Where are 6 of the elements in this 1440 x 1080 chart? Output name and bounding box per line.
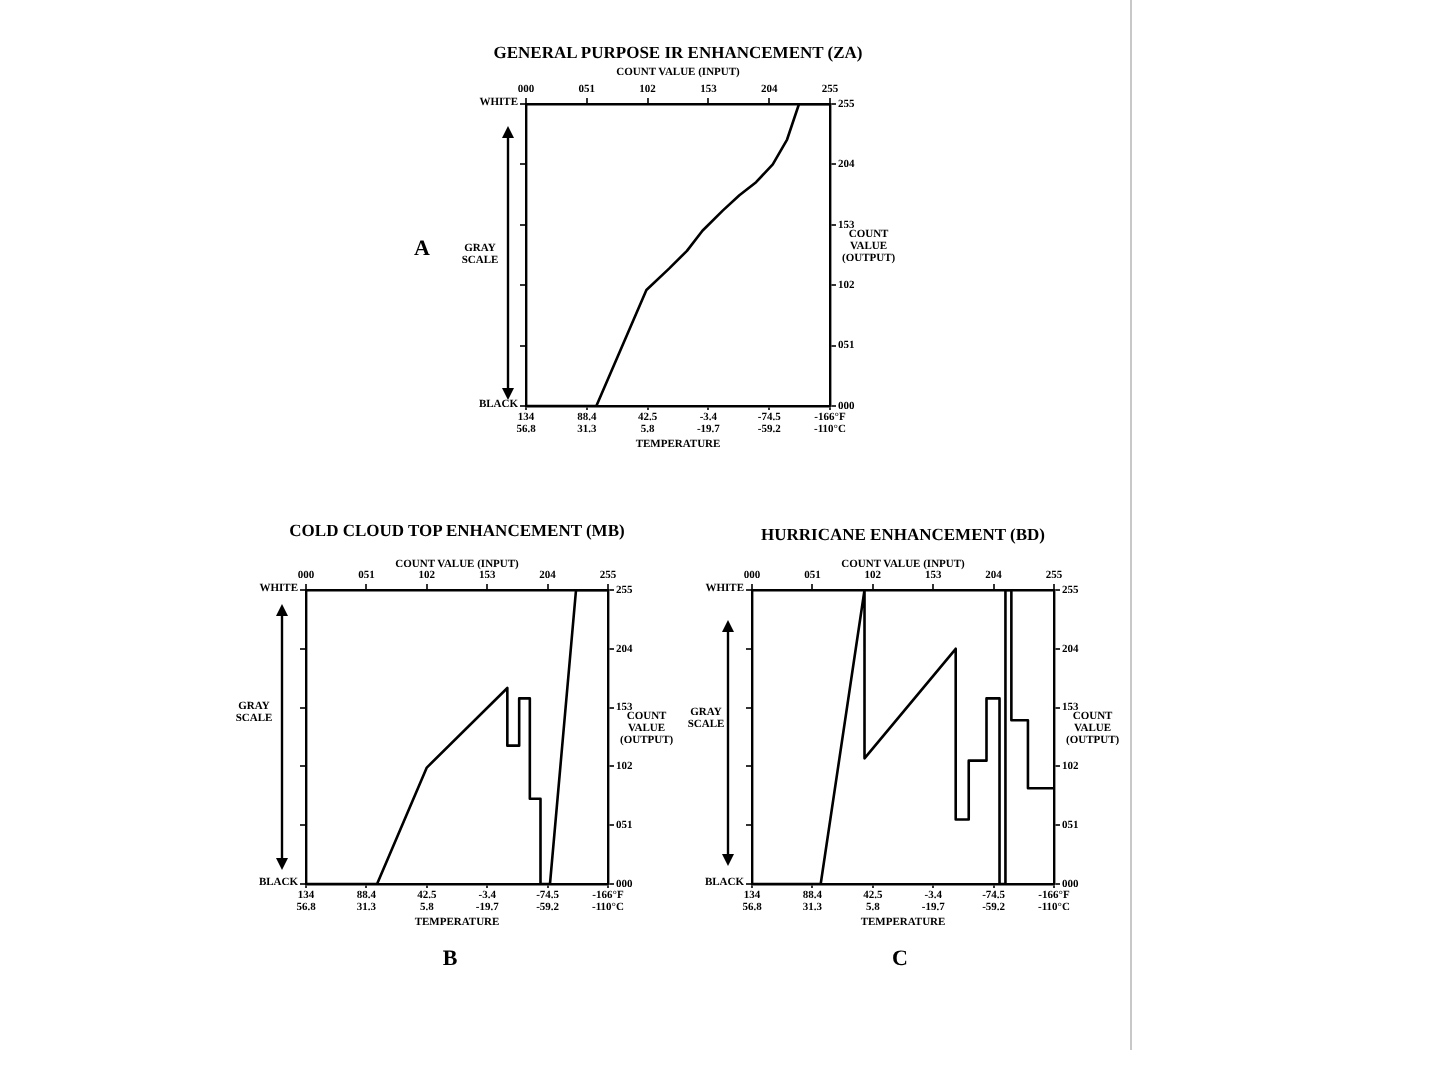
chart-title: GENERAL PURPOSE IR ENHANCEMENT (ZA) [493, 42, 863, 62]
chart-title: HURRICANE ENHANCEMENT (BD) [761, 524, 1045, 544]
text: A [414, 237, 430, 261]
text: C [892, 947, 908, 971]
text: B [442, 947, 458, 971]
chart-title: COLD CLOUD TOP ENHANCEMENT (MB) [289, 520, 625, 540]
